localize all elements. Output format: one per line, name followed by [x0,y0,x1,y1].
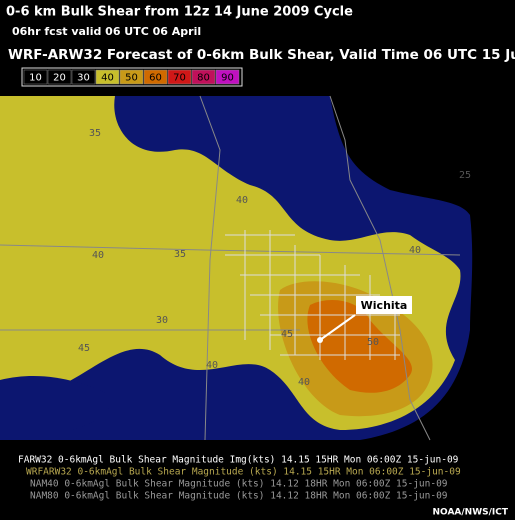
legend: 10 20 30 40 50 60 70 80 90 [21,67,243,87]
contour-label: 25 [459,170,471,181]
legend-label: 10 [29,73,42,84]
legend-label: 20 [53,73,66,84]
contour-label: 45 [281,329,293,340]
contour-label: 40 [409,245,421,256]
legend-swatch [191,69,216,85]
legend-swatch [167,69,192,85]
borders [0,95,461,441]
legend-swatch [143,69,168,85]
legend-label: 30 [77,73,90,84]
credit: NOAA/NWS/ICT [433,508,509,518]
legend-swatch [23,69,48,85]
pointer [319,314,356,341]
place-box [356,296,412,314]
title: 0-6 km Bulk Shear from 12z 14 June 2009 … [6,5,353,20]
map: 35 40 35 40 30 45 40 45 50 40 40 25 Wichita [0,95,473,441]
contour-label: 40 [236,195,248,206]
contour-label: 50 [367,337,379,348]
contour-label: 35 [174,249,186,260]
subtitle: 06hr fcst valid 06 UTC 06 April [12,25,201,38]
legend-swatch [95,69,120,85]
contour-label: 40 [206,360,218,371]
shear-60 [307,300,412,393]
contour-label: 35 [89,128,101,139]
legend-label: 40 [101,73,114,84]
legend-label: 80 [197,73,210,84]
legend-swatch [71,69,96,85]
contour-label: 30 [156,315,168,326]
legend-label: 70 [173,73,186,84]
legend-label: 50 [125,73,138,84]
city-dot [317,337,323,343]
footer-line: NAM80 0-6kmAgl Bulk Shear Magnitude (kts… [30,491,448,502]
legend-swatch [215,69,240,85]
footer: FARW32 0-6kmAgl Bulk Shear Magnitude Img… [18,455,509,518]
footer-line: WRFARW32 0-6kmAgl Bulk Shear Magnitude (… [26,467,461,478]
legend-frame [21,67,243,87]
contour-label: 40 [298,377,310,388]
legend-label: 90 [221,73,234,84]
contour-label: 40 [92,250,104,261]
place-label: Wichita [361,299,408,312]
contour-label: 45 [78,343,90,354]
shear-navy-patch [0,375,112,440]
legend-swatch [47,69,72,85]
legend-label: 60 [149,73,162,84]
footer-line: FARW32 0-6kmAgl Bulk Shear Magnitude Img… [18,455,459,466]
map-title: WRF-ARW32 Forecast of 0-6km Bulk Shear, … [8,47,515,63]
footer-line: NAM40 0-6kmAgl Bulk Shear Magnitude (kts… [30,479,448,490]
county-grid [225,230,400,360]
legend-swatch [119,69,144,85]
